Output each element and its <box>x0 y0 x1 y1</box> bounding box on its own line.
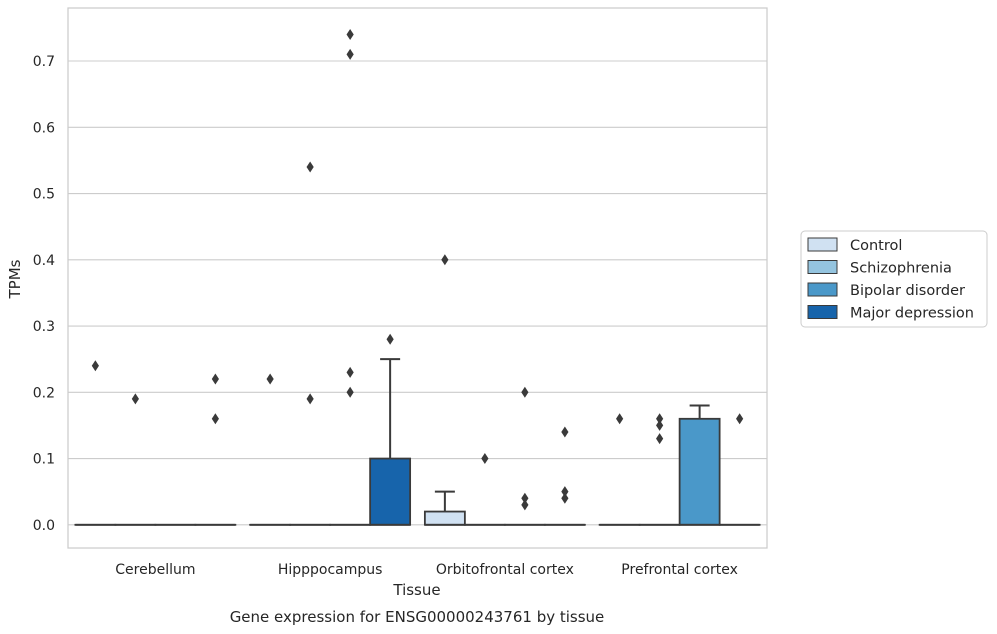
box <box>369 457 412 526</box>
x-tick-label: Orbitofrontal cortex <box>436 562 574 578</box>
outlier-point <box>656 433 664 445</box>
legend-entry-label: Bipolar disorder <box>850 283 965 299</box>
outlier-point <box>656 419 664 431</box>
box-group <box>598 413 641 526</box>
legend-frame <box>800 230 988 328</box>
x-tick-label: Prefrontal cortex <box>621 562 738 578</box>
y-tick-label: 0.7 <box>33 54 55 70</box>
y-tick-labels: 0.0 0.1 0.2 0.3 0.4 0.5 0.6 0.7 <box>33 54 55 534</box>
legend-swatch <box>807 237 838 252</box>
box-group <box>329 29 372 526</box>
y-tick-label: 0.6 <box>33 120 55 136</box>
box-group <box>194 373 237 526</box>
x-tick-label: Cerebellum <box>115 562 195 578</box>
outlier-point <box>616 413 624 425</box>
box-group <box>423 254 466 526</box>
box-group <box>249 373 292 526</box>
outlier-point <box>211 413 219 425</box>
box-group <box>369 333 412 526</box>
y-tick-label: 0.4 <box>33 253 55 269</box>
legend-swatch <box>807 260 838 274</box>
y-axis-label: TPMs <box>6 259 24 299</box>
outlier-point <box>91 360 99 372</box>
outlier-point <box>736 413 744 425</box>
outlier-point <box>561 426 569 438</box>
legend-swatch <box>807 282 838 297</box>
plot-frame <box>67 7 768 549</box>
outlier-point <box>131 393 139 405</box>
box-group <box>463 453 506 526</box>
outlier-point <box>306 161 314 173</box>
y-tick-label: 0.0 <box>33 518 55 534</box>
x-tick-labels: Cerebellum Hipppocampus Orbitofrontal cort… <box>115 562 738 578</box>
box-group <box>74 360 117 526</box>
outlier-point <box>211 373 219 385</box>
outlier-point <box>306 393 314 405</box>
outlier-point <box>481 453 489 465</box>
box-group <box>289 161 332 526</box>
box-group <box>638 413 681 526</box>
outlier-point <box>346 29 354 41</box>
y-tick-label: 0.2 <box>33 385 55 401</box>
outlier-point <box>266 373 274 385</box>
x-tick-label: Hipppocampus <box>278 562 383 578</box>
legend: Control Schizophrenia Bipolar disorder Majo… <box>800 230 988 328</box>
box <box>423 510 466 526</box>
outlier-point <box>346 366 354 378</box>
legend-entry-label: Schizophrenia <box>850 261 952 277</box>
box-group <box>114 393 157 526</box>
box <box>678 417 721 526</box>
box-group <box>718 413 761 526</box>
x-axis-label: Tissue <box>392 581 440 599</box>
outlier-point <box>561 492 569 504</box>
box-groups <box>74 29 761 526</box>
outlier-point <box>441 254 449 266</box>
y-tick-label: 0.3 <box>33 319 55 335</box>
outlier-point <box>346 48 354 60</box>
legend-entry-label: Control <box>850 238 902 254</box>
outlier-point <box>656 413 664 425</box>
outlier-point <box>386 333 394 345</box>
y-tick-label: 0.1 <box>33 452 55 468</box>
gridlines <box>68 60 767 526</box>
outlier-point <box>521 386 529 398</box>
box-group <box>678 404 721 526</box>
chart-caption: Gene expression for ENSG00000243761 by t… <box>230 608 605 626</box>
outlier-point <box>521 499 529 511</box>
outlier-point <box>346 386 354 398</box>
outlier-point <box>561 486 569 498</box>
y-tick-label: 0.5 <box>33 187 55 203</box>
legend-swatch <box>807 305 838 319</box>
box-group <box>543 426 586 526</box>
outlier-point <box>521 492 529 504</box>
legend-entry-label: Major depression <box>850 306 974 322</box>
box-group <box>503 386 546 526</box>
